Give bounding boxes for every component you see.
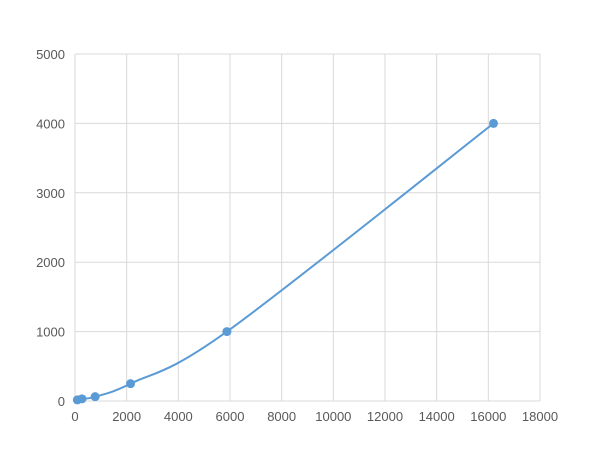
data-point [126,379,136,389]
x-tick-label: 10000 [315,409,351,424]
data-point [222,327,232,337]
y-tick-label: 4000 [36,116,65,131]
data-point [489,118,498,128]
y-tick-label: 1000 [36,325,65,340]
y-tick-label: 5000 [36,47,65,62]
y-tick-label: 3000 [36,186,65,201]
x-tick-label: 16000 [470,409,506,424]
x-tick-label: 4000 [164,409,193,424]
series-line [77,122,495,401]
y-tick-label: 0 [58,394,65,409]
x-tick-label: 0 [71,409,78,424]
data-point [90,392,100,402]
x-tick-label: 14000 [419,409,455,424]
x-tick-label: 6000 [216,409,245,424]
y-tick-label: 2000 [36,255,65,270]
x-tick-label: 2000 [112,409,141,424]
x-tick-label: 18000 [522,409,558,424]
data-point [77,394,87,404]
x-tick-label: 8000 [267,409,296,424]
x-tick-label: 12000 [367,409,403,424]
